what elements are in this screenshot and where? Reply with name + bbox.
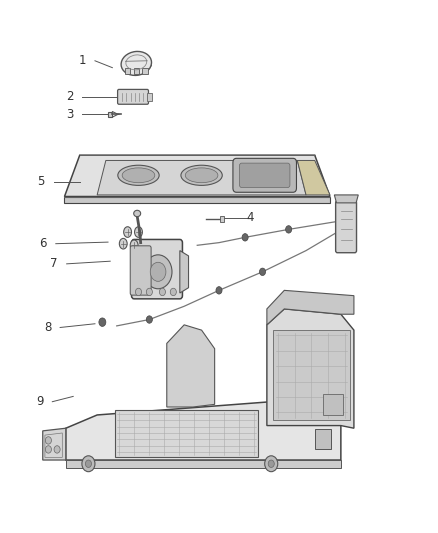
Text: 9: 9 <box>36 395 44 408</box>
FancyBboxPatch shape <box>233 158 297 192</box>
Bar <box>323 394 343 415</box>
Circle shape <box>159 288 166 296</box>
Polygon shape <box>267 309 354 428</box>
Text: 5: 5 <box>38 175 45 188</box>
Circle shape <box>46 437 51 444</box>
Circle shape <box>146 316 152 323</box>
Circle shape <box>268 460 274 467</box>
Ellipse shape <box>119 238 127 249</box>
Circle shape <box>146 288 152 296</box>
Text: 3: 3 <box>66 108 73 121</box>
Text: 6: 6 <box>39 237 47 250</box>
Ellipse shape <box>185 168 218 183</box>
Bar <box>273 330 350 420</box>
Bar <box>134 68 139 74</box>
Bar <box>115 410 258 457</box>
Circle shape <box>216 287 222 294</box>
Ellipse shape <box>181 165 222 185</box>
Polygon shape <box>66 402 341 460</box>
Bar <box>147 93 152 101</box>
Polygon shape <box>64 197 330 203</box>
Polygon shape <box>97 160 306 195</box>
FancyBboxPatch shape <box>240 163 290 188</box>
Text: 8: 8 <box>44 321 51 334</box>
FancyBboxPatch shape <box>336 201 357 253</box>
Text: 2: 2 <box>66 90 73 103</box>
Text: 4: 4 <box>246 211 254 224</box>
Circle shape <box>82 456 95 472</box>
FancyBboxPatch shape <box>131 239 183 299</box>
Ellipse shape <box>134 211 141 216</box>
Bar <box>315 429 331 449</box>
Circle shape <box>242 233 248 241</box>
Polygon shape <box>334 195 358 203</box>
Ellipse shape <box>122 168 155 183</box>
Circle shape <box>286 225 292 233</box>
Polygon shape <box>43 428 66 460</box>
Polygon shape <box>123 65 152 69</box>
Circle shape <box>259 268 265 276</box>
Circle shape <box>46 446 51 453</box>
Ellipse shape <box>130 240 138 251</box>
Text: 1: 1 <box>79 54 86 67</box>
Circle shape <box>54 446 60 453</box>
Circle shape <box>99 318 106 326</box>
Circle shape <box>170 288 177 296</box>
Ellipse shape <box>118 165 159 185</box>
Ellipse shape <box>124 227 131 237</box>
Circle shape <box>265 456 278 472</box>
Ellipse shape <box>134 227 142 237</box>
Polygon shape <box>297 160 330 195</box>
Circle shape <box>135 288 141 296</box>
Bar <box>108 112 112 117</box>
Bar <box>142 68 148 74</box>
Circle shape <box>150 262 166 281</box>
Polygon shape <box>167 325 215 407</box>
Circle shape <box>85 460 92 467</box>
FancyBboxPatch shape <box>130 246 151 295</box>
Polygon shape <box>64 155 330 197</box>
Bar <box>220 216 224 222</box>
Circle shape <box>144 255 172 289</box>
Polygon shape <box>267 290 354 325</box>
FancyBboxPatch shape <box>117 90 148 104</box>
Ellipse shape <box>121 51 152 75</box>
Polygon shape <box>66 460 341 468</box>
Text: 7: 7 <box>50 257 58 270</box>
Polygon shape <box>180 251 188 293</box>
Bar <box>125 68 130 74</box>
